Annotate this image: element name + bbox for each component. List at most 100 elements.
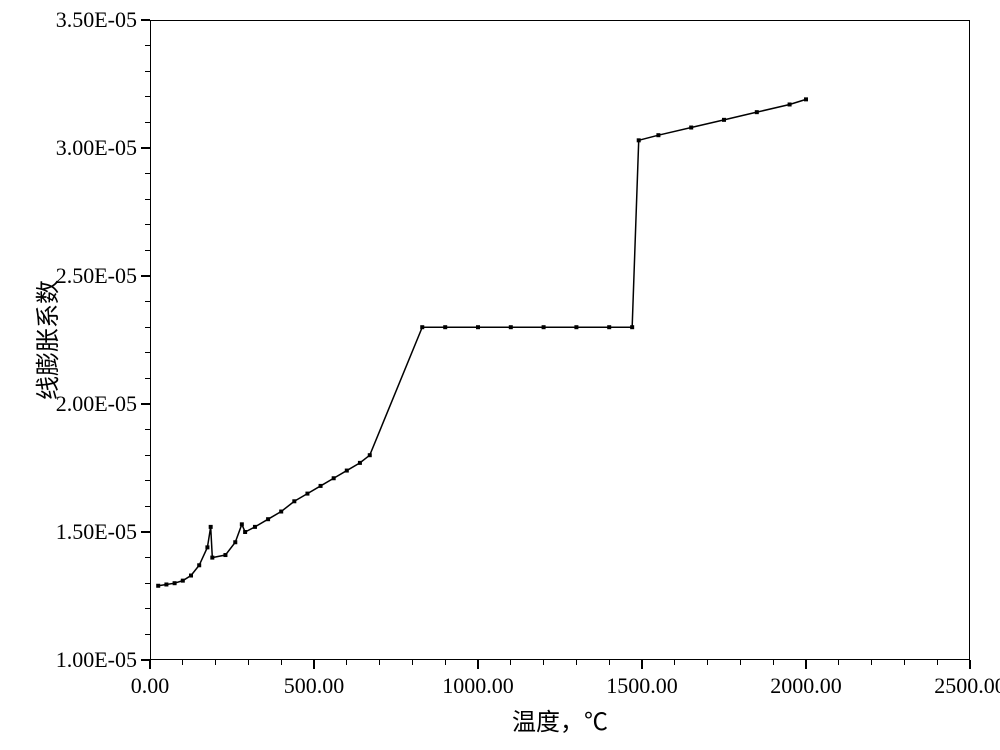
x-major-tick bbox=[477, 660, 479, 669]
series-marker bbox=[689, 126, 693, 130]
series-marker bbox=[233, 540, 237, 544]
y-minor-tick bbox=[145, 224, 150, 225]
chart-container: 1.00E-05 1.50E-05 2.00E-05 2.50E-05 3.00E-05… bbox=[0, 0, 1000, 750]
series-marker bbox=[189, 574, 193, 578]
series-marker bbox=[156, 584, 160, 588]
series-marker bbox=[788, 102, 792, 106]
x-minor-tick bbox=[182, 660, 183, 665]
x-major-tick bbox=[969, 660, 971, 669]
x-tick-label: 1000.00 bbox=[442, 673, 514, 699]
x-minor-tick bbox=[412, 660, 413, 665]
y-minor-tick bbox=[145, 122, 150, 123]
series-marker bbox=[420, 325, 424, 329]
y-minor-tick bbox=[145, 199, 150, 200]
x-tick-label: 0.00 bbox=[131, 673, 170, 699]
line-layer bbox=[0, 0, 1000, 750]
series-marker bbox=[253, 525, 257, 529]
series-marker bbox=[542, 325, 546, 329]
y-axis-label: 线膨胀系数 bbox=[28, 280, 63, 400]
series-line bbox=[158, 99, 806, 585]
series-marker bbox=[197, 563, 201, 567]
y-major-tick bbox=[141, 531, 150, 533]
y-minor-tick bbox=[145, 608, 150, 609]
series-marker bbox=[656, 133, 660, 137]
series-marker bbox=[804, 97, 808, 101]
series-marker bbox=[210, 556, 214, 560]
y-minor-tick bbox=[145, 352, 150, 353]
series-marker bbox=[292, 499, 296, 503]
x-minor-tick bbox=[510, 660, 511, 665]
x-minor-tick bbox=[838, 660, 839, 665]
series-marker bbox=[607, 325, 611, 329]
x-minor-tick bbox=[707, 660, 708, 665]
x-minor-tick bbox=[937, 660, 938, 665]
y-tick-label: 3.00E-05 bbox=[56, 135, 137, 161]
x-minor-tick bbox=[773, 660, 774, 665]
series-marker bbox=[173, 581, 177, 585]
series-marker bbox=[279, 510, 283, 514]
series-marker bbox=[630, 325, 634, 329]
x-minor-tick bbox=[740, 660, 741, 665]
x-tick-label: 500.00 bbox=[284, 673, 345, 699]
y-minor-tick bbox=[145, 557, 150, 558]
series-marker bbox=[305, 492, 309, 496]
x-minor-tick bbox=[904, 660, 905, 665]
y-minor-tick bbox=[145, 634, 150, 635]
y-major-tick bbox=[141, 275, 150, 277]
series-marker bbox=[266, 517, 270, 521]
y-minor-tick bbox=[145, 506, 150, 507]
y-minor-tick bbox=[145, 455, 150, 456]
series-marker bbox=[722, 118, 726, 122]
x-minor-tick bbox=[346, 660, 347, 665]
x-minor-tick bbox=[543, 660, 544, 665]
x-minor-tick bbox=[576, 660, 577, 665]
x-minor-tick bbox=[609, 660, 610, 665]
y-tick-label: 2.50E-05 bbox=[56, 263, 137, 289]
series-marker bbox=[240, 522, 244, 526]
y-minor-tick bbox=[145, 250, 150, 251]
x-major-tick bbox=[805, 660, 807, 669]
y-tick-label: 1.50E-05 bbox=[56, 519, 137, 545]
series-marker bbox=[205, 545, 209, 549]
series-marker bbox=[243, 530, 247, 534]
x-minor-tick bbox=[215, 660, 216, 665]
y-minor-tick bbox=[145, 378, 150, 379]
x-axis-label: 温度，℃ bbox=[512, 702, 608, 737]
y-minor-tick bbox=[145, 583, 150, 584]
y-minor-tick bbox=[145, 96, 150, 97]
y-minor-tick bbox=[145, 429, 150, 430]
x-tick-label: 2500.00 bbox=[934, 673, 1000, 699]
y-minor-tick bbox=[145, 480, 150, 481]
series-marker bbox=[476, 325, 480, 329]
x-minor-tick bbox=[281, 660, 282, 665]
series-marker bbox=[509, 325, 513, 329]
series-marker bbox=[164, 582, 168, 586]
x-major-tick bbox=[149, 660, 151, 669]
series-marker bbox=[332, 476, 336, 480]
y-tick-label: 2.00E-05 bbox=[56, 391, 137, 417]
y-major-tick bbox=[141, 147, 150, 149]
x-minor-tick bbox=[248, 660, 249, 665]
y-tick-label: 3.50E-05 bbox=[56, 7, 137, 33]
series-marker bbox=[358, 461, 362, 465]
y-minor-tick bbox=[145, 173, 150, 174]
y-minor-tick bbox=[145, 45, 150, 46]
series-marker bbox=[637, 138, 641, 142]
series-marker bbox=[209, 525, 213, 529]
series-marker bbox=[443, 325, 447, 329]
y-minor-tick bbox=[145, 71, 150, 72]
x-tick-label: 2000.00 bbox=[770, 673, 842, 699]
x-minor-tick bbox=[674, 660, 675, 665]
x-major-tick bbox=[641, 660, 643, 669]
series-marker bbox=[345, 469, 349, 473]
y-tick-label: 1.00E-05 bbox=[56, 647, 137, 673]
y-major-tick bbox=[141, 403, 150, 405]
x-minor-tick bbox=[379, 660, 380, 665]
x-minor-tick bbox=[445, 660, 446, 665]
series-marker bbox=[223, 553, 227, 557]
y-minor-tick bbox=[145, 327, 150, 328]
series-marker bbox=[319, 484, 323, 488]
y-major-tick bbox=[141, 19, 150, 21]
y-minor-tick bbox=[145, 301, 150, 302]
x-minor-tick bbox=[871, 660, 872, 665]
